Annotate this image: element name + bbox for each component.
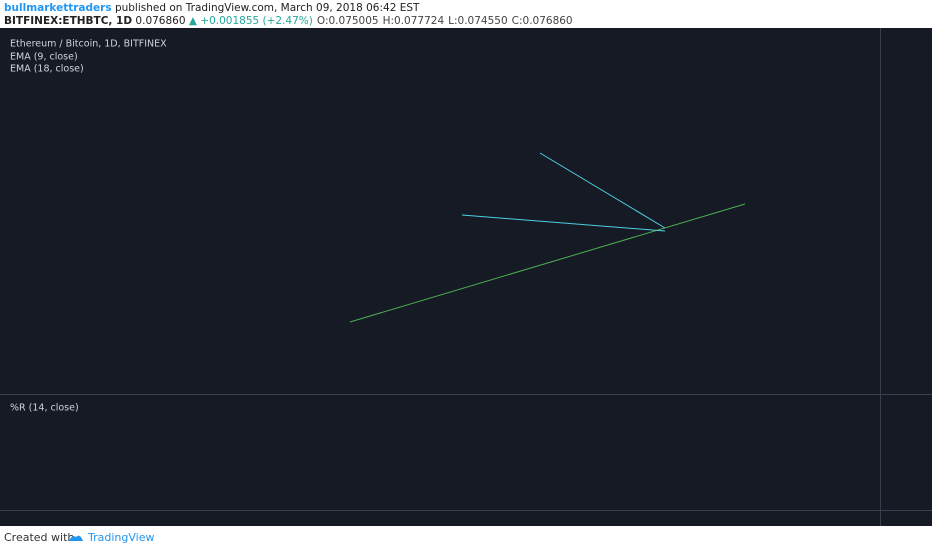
change: ▲ +0.001855 (+2.47%) <box>188 15 313 27</box>
open: O:0.075005 <box>316 15 379 27</box>
created-with: Created with <box>4 531 75 544</box>
low: L:0.074550 <box>448 15 508 27</box>
footer: Created with TradingView <box>0 526 932 550</box>
publish-line: bullmarkettraders published on TradingVi… <box>4 2 419 14</box>
indicator-title: %R (14, close) <box>10 403 79 414</box>
chart: Ethereum / Bitcoin, 1D, BITFINEX EMA (9,… <box>0 28 932 526</box>
chart-body: Ethereum / Bitcoin, 1D, BITFINEX EMA (9,… <box>0 28 932 526</box>
quote-line: BITFINEX:ETHBTC, 1D 0.076860 ▲ +0.001855… <box>4 15 573 27</box>
header: bullmarkettraders published on TradingVi… <box>0 0 932 28</box>
symbol: BITFINEX:ETHBTC, 1D <box>4 15 133 27</box>
brand[interactable]: TradingView <box>88 531 155 544</box>
close: C:0.076860 <box>511 15 573 27</box>
publish-info: published on TradingView.com, March 09, … <box>114 2 420 14</box>
background <box>0 28 932 526</box>
high: H:0.077724 <box>382 15 445 27</box>
legend-entry: EMA (9, close) <box>10 52 78 63</box>
legend-title: Ethereum / Bitcoin, 1D, BITFINEX <box>10 39 167 50</box>
legend-entry: EMA (18, close) <box>10 64 84 75</box>
trendline <box>461 214 666 232</box>
trendline <box>349 203 746 323</box>
logo <box>69 535 83 541</box>
trendline <box>539 152 666 229</box>
author[interactable]: bullmarkettraders <box>4 2 112 14</box>
last-price: 0.076860 <box>135 15 186 27</box>
